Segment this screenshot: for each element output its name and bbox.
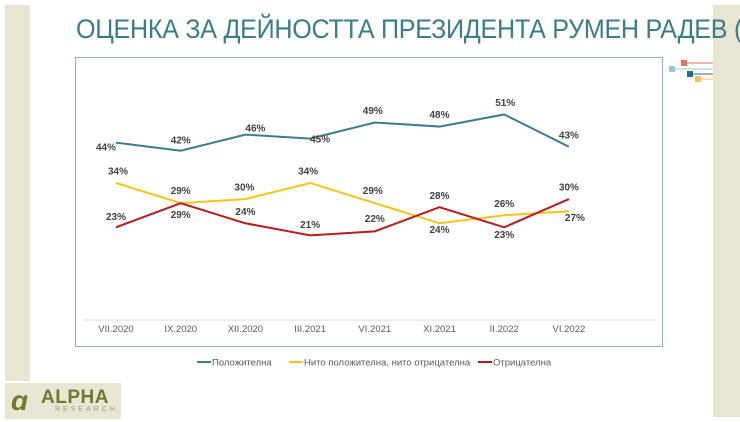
alpha-research-logo: ɑ ALPHA RESEARCH	[5, 383, 121, 419]
data-label: 42%	[171, 135, 191, 146]
decor-square-yellow	[695, 76, 701, 82]
legend-label: Нито положителна, нито отрицателна	[304, 358, 471, 369]
x-tick-label: IX.2020	[164, 324, 197, 335]
series-line-1	[115, 181, 569, 225]
x-tick-label: VI.2021	[358, 324, 391, 335]
logo-mark-icon: ɑ	[11, 385, 29, 416]
data-label: 29%	[363, 186, 383, 197]
data-label: 23%	[106, 212, 126, 223]
x-tick-label: III.2021	[294, 324, 326, 335]
decor-square-orange	[681, 60, 687, 66]
logo-name: ALPHA	[41, 387, 109, 408]
page-title: ОЦЕНКА ЗА ДЕЙНОСТТА ПРЕЗИДЕНТА РУМЕН РАД…	[76, 14, 740, 44]
chart-frame	[75, 57, 663, 347]
legend-label: Положителна	[212, 358, 272, 369]
decor-square-teal	[687, 71, 693, 77]
x-tick-label: XII.2020	[228, 324, 263, 335]
right-decor-strip	[713, 5, 740, 417]
data-label: 28%	[429, 191, 449, 202]
data-label: 22%	[365, 214, 385, 225]
data-label: 34%	[108, 167, 128, 178]
data-label: 29%	[171, 210, 191, 221]
data-label: 24%	[429, 225, 449, 236]
data-label: 23%	[494, 230, 514, 241]
x-tick-label: VI.2022	[553, 324, 586, 335]
data-label: 46%	[245, 123, 265, 134]
legend-label: Отрицателна	[493, 358, 552, 369]
x-tick-label: II.2022	[490, 324, 519, 335]
logo-sub: RESEARCH	[55, 406, 118, 413]
data-label: 30%	[559, 183, 579, 194]
data-label: 21%	[300, 220, 320, 231]
data-label: 24%	[235, 207, 255, 218]
data-label: 26%	[494, 199, 514, 210]
data-label: 49%	[363, 106, 383, 117]
left-decor-strip	[5, 5, 30, 381]
data-label: 51%	[495, 98, 515, 109]
x-tick-label: XI.2021	[423, 324, 456, 335]
series-line-2	[115, 198, 570, 237]
data-label: 30%	[234, 183, 254, 194]
data-label: 43%	[559, 130, 579, 141]
series-line-0	[115, 113, 570, 152]
decor-square-light-blue	[669, 66, 675, 72]
data-label: 27%	[565, 213, 585, 224]
data-label: 48%	[429, 110, 449, 121]
x-tick-label: VII.2020	[98, 324, 133, 335]
data-label: 34%	[298, 167, 318, 178]
data-label: 45%	[310, 134, 330, 145]
data-label: 44%	[96, 142, 116, 153]
data-label: 29%	[171, 186, 191, 197]
